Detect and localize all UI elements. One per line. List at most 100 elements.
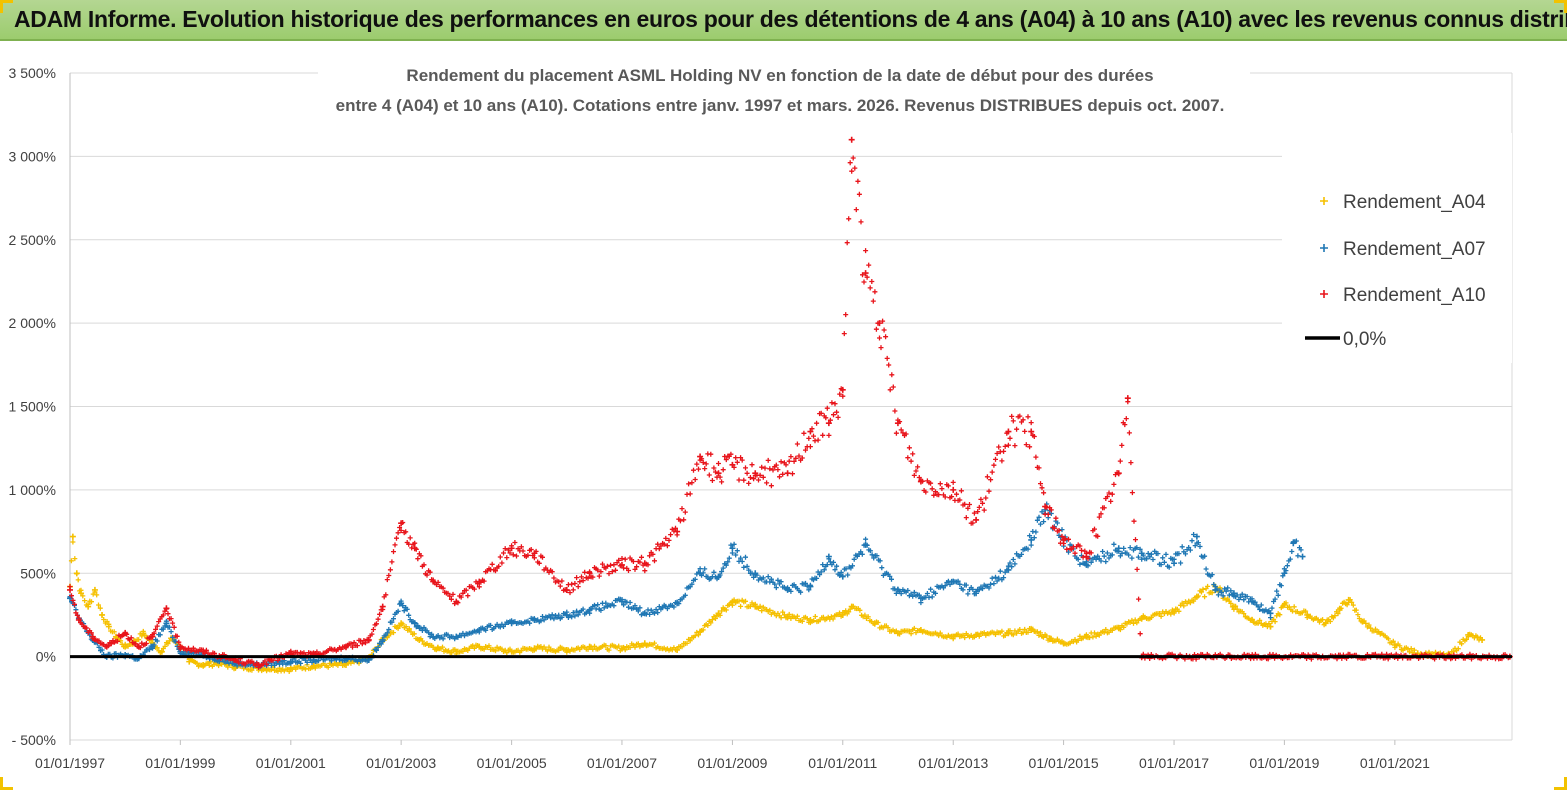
data-point [379,603,386,610]
data-point [78,590,85,597]
data-point [715,610,722,617]
data-point [453,633,460,640]
data-point [1391,641,1398,648]
data-point [807,583,814,590]
data-point [618,561,625,568]
data-point [531,550,538,557]
data-point [729,598,736,605]
data-point [1281,570,1288,577]
data-point [807,428,814,435]
data-point [1193,533,1200,540]
data-point [149,633,156,640]
data-point [641,560,648,567]
chart-title-line-1: Rendement du placement ASML Holding NV e… [406,66,1153,85]
data-point [1083,553,1090,560]
data-point [1028,626,1035,633]
corner-mark [0,0,13,13]
data-point [784,613,791,620]
data-point [476,626,483,633]
data-point [950,578,957,585]
data-point [1171,560,1178,567]
data-point [1249,616,1256,623]
data-point [67,586,73,593]
data-point [135,643,142,650]
y-tick-label: 2 000% [9,315,56,331]
data-point [917,595,924,602]
data-point [1267,623,1274,630]
data-point [848,603,855,610]
data-point [618,598,625,605]
data-point [1304,611,1311,618]
data-point [1230,603,1237,610]
data-point [973,516,980,523]
chart-area: - 500% 0% 500% 1 000% 1 500% 2 000% 2 500% 3 00… [0,41,1567,790]
data-point [894,586,901,593]
data-point [398,620,405,627]
data-point [917,478,924,485]
data-point [430,578,437,585]
data-point [1171,608,1178,615]
data-point [122,630,129,637]
x-tick-label: 01/01/2017 [1139,755,1209,771]
data-point [1230,590,1237,597]
data-point [1005,428,1012,435]
data-point [379,636,386,643]
data-point [1359,618,1366,625]
data-point [848,136,855,143]
data-point [69,533,76,540]
data-point [140,630,147,637]
data-point [697,570,704,577]
data-point [105,623,112,630]
y-axis-labels: - 500% 0% 500% 1 000% 1 500% 2 000% 2 500% 3 00… [9,65,56,748]
data-point [1336,606,1343,613]
x-tick-label: 01/01/1999 [145,755,215,771]
y-tick-label: 3 000% [9,148,56,164]
data-point [1138,550,1145,557]
data-point [825,420,832,427]
data-point [1299,553,1306,560]
data-point [163,620,170,627]
corner-mark [0,777,13,790]
data-point [1212,586,1219,593]
data-point [1124,395,1131,402]
x-tick-label: 01/01/2015 [1029,755,1099,771]
data-point [807,616,814,623]
data-point [871,620,878,627]
data-point [200,648,207,655]
data-point [508,648,515,655]
data-point [365,636,372,643]
x-tick-label: 01/01/2003 [366,755,436,771]
data-point [411,545,418,552]
data-point [563,586,570,593]
chart-title: Rendement du placement ASML Holding NV e… [318,63,1250,125]
data-point [729,545,736,552]
data-point [563,611,570,618]
data-point [1083,561,1090,568]
data-point [973,590,980,597]
data-point [91,586,98,593]
x-tick-label: 01/01/2019 [1249,755,1319,771]
data-point [89,633,96,640]
data-point [163,605,170,612]
x-axis-labels: 01/01/1997 01/01/1999 01/01/2001 01/01/2003… [35,755,1430,771]
y-tick-label: 1 500% [9,399,56,415]
legend-label: 0,0% [1343,329,1386,350]
data-point [825,553,832,560]
x-tick-label: 01/01/2021 [1360,755,1430,771]
data-point [122,643,129,650]
data-point [1115,545,1122,552]
data-point [1281,601,1288,608]
data-point [508,545,515,552]
data-point [1083,633,1090,640]
data-point [453,648,460,655]
data-point [1267,610,1274,617]
data-point [784,470,791,477]
data-point [255,661,262,668]
data-point [416,636,423,643]
legend-swatch [1320,290,1328,298]
data-point [1060,640,1067,647]
chart-title-line-2: entre 4 (A04) et 10 ans (A10). Cotations… [336,96,1225,115]
legend-swatch [1320,244,1328,252]
data-point [398,600,405,607]
data-point [586,570,593,577]
